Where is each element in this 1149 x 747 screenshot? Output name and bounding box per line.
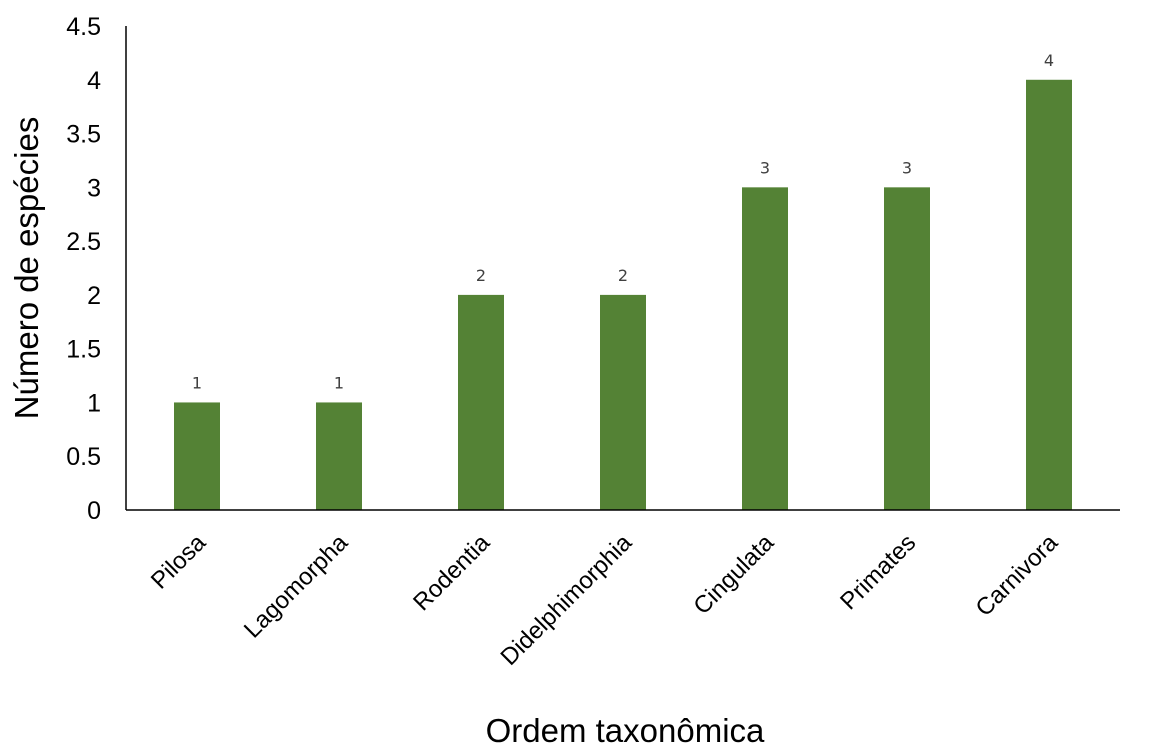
x-axis-title: Ordem taxonômica [486,712,765,747]
y-tick-label: 4 [87,67,101,95]
y-axis-title: Número de espécies [8,117,45,420]
y-tick-label: 4.5 [66,13,101,41]
bar [316,402,362,510]
y-tick-label: 1.5 [66,336,101,364]
y-tick-label: 3 [87,174,101,202]
y-tick-label: 3.5 [66,121,101,149]
data-label: 1 [334,373,344,392]
y-tick-label: 1 [87,389,101,417]
y-axis-ticks: 0 0.5 1 1.5 2 2.5 3 3.5 4 4.5 [66,13,101,525]
bar [884,187,930,511]
data-label: 3 [902,158,912,177]
bars-group [174,79,1072,511]
bar [174,402,220,510]
bar [1026,79,1072,511]
y-tick-label: 0.5 [66,443,101,471]
x-tick-label: Lagomorpha [239,529,354,644]
x-tick-label: Cingulata [688,529,779,620]
x-tick-label: Pilosa [146,529,212,595]
bar [458,294,504,510]
y-tick-label: 0 [87,497,101,525]
x-tick-label: Rodentia [408,529,495,616]
data-label: 4 [1044,51,1054,70]
bar [742,187,788,511]
data-label: 2 [618,266,628,285]
data-labels-group: 1 1 2 2 3 3 4 [192,51,1054,393]
x-tick-label: Primates [835,529,921,615]
data-label: 1 [192,373,202,392]
bar [600,294,646,510]
y-tick-label: 2.5 [66,228,101,256]
data-label: 3 [760,158,770,177]
data-label: 2 [476,266,486,285]
x-tick-label: Carnivora [971,529,1064,622]
y-tick-label: 2 [87,282,101,310]
x-tick-label: Didelphimorphia [496,529,638,671]
x-axis-ticks: Pilosa Lagomorpha Rodentia Didelphimorphia C… [146,529,1064,671]
